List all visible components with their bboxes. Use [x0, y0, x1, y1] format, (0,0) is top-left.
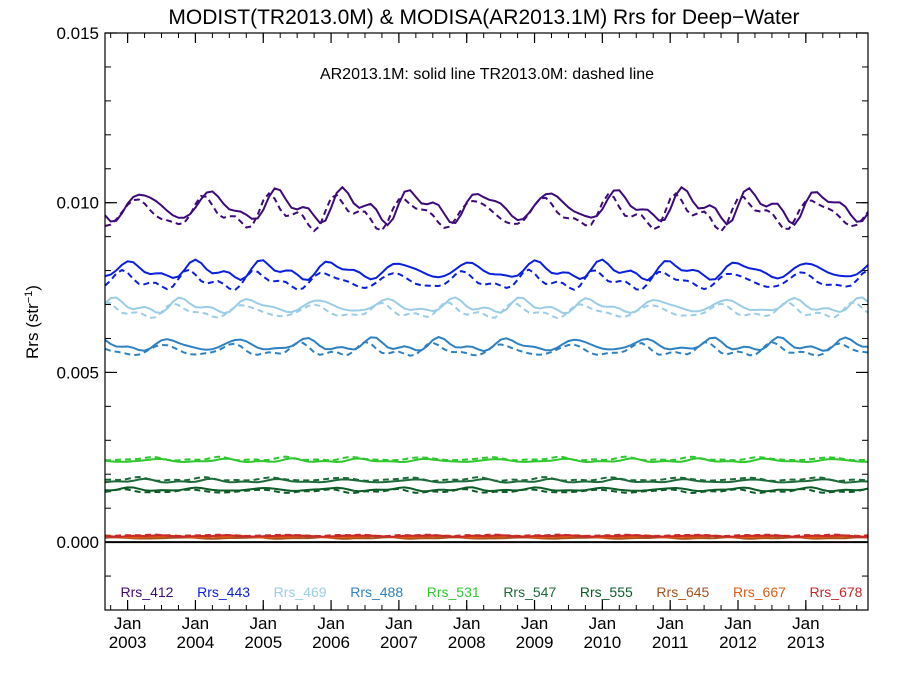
legend-item-rrs-488: Rrs_488 [350, 584, 403, 600]
legend-item-rrs-645: Rrs_645 [656, 584, 709, 600]
x-tick-label-year: 2012 [719, 633, 757, 652]
x-tick-label-month: Jan [724, 614, 751, 633]
x-tick-label-year: 2011 [652, 633, 689, 652]
legend-item-rrs-547: Rrs_547 [503, 584, 556, 600]
y-axis-label: Rrs (str−1) [23, 285, 42, 359]
x-tick-label-month: Jan [250, 614, 277, 633]
legend-item-rrs-678: Rrs_678 [810, 584, 863, 600]
legend-item-rrs-667: Rrs_667 [733, 584, 786, 600]
x-tick-label-month: Jan [182, 614, 209, 633]
series-line-rrs-469-dashed [104, 301, 869, 320]
series-line-rrs-412-solid [104, 185, 869, 227]
x-tick-label-year: 2006 [312, 633, 350, 652]
legend-item-rrs-555: Rrs_555 [580, 584, 633, 600]
series-line-rrs-531-dashed [104, 455, 869, 462]
x-tick-label-year: 2003 [109, 633, 147, 652]
series-line-rrs-555-solid [104, 486, 869, 493]
x-tick-label-year: 2008 [448, 633, 486, 652]
series-line-rrs-469-solid [104, 296, 869, 315]
series-line-rrs-443-dashed [104, 268, 869, 292]
legend-item-rrs-531: Rrs_531 [427, 584, 480, 600]
axes-group: 0.0000.0050.0100.015Jan2003Jan2004Jan200… [56, 24, 869, 652]
x-tick-label-month: Jan [114, 614, 141, 633]
legend-item-rrs-443: Rrs_443 [197, 584, 250, 600]
x-tick-label-year: 2009 [516, 633, 554, 652]
plot-frame [104, 32, 869, 611]
series-line-rrs-412-dashed [104, 191, 869, 233]
x-tick-label-year: 2010 [583, 633, 621, 652]
x-tick-label-month: Jan [589, 614, 616, 633]
legend: Rrs_412 Rrs_443 Rrs_469 Rrs_488 Rrs_531 Rrs_5… [121, 584, 863, 600]
y-axis-label-main: Rrs (str [23, 303, 42, 359]
x-tick-label-month: Jan [792, 614, 819, 633]
series-line-rrs-531-solid [104, 457, 869, 464]
series-line-rrs-443-solid [104, 258, 869, 282]
y-tick-label: 0.005 [56, 363, 99, 382]
series-line-rrs-488-dashed [104, 340, 869, 357]
x-tick-label-year: 2013 [787, 633, 825, 652]
series-line-rrs-678-dashed [104, 533, 869, 538]
legend-item-rrs-412: Rrs_412 [121, 584, 174, 600]
x-tick-label-year: 2007 [380, 633, 418, 652]
chart-title: MODIST(TR2013.0M) & MODISA(AR2013.1M) Rr… [168, 6, 799, 29]
x-tick-label-month: Jan [317, 614, 344, 633]
series-line-rrs-678-solid [104, 534, 869, 538]
series-line-rrs-488-solid [104, 335, 869, 353]
x-tick-label-year: 2005 [244, 633, 282, 652]
y-tick-label: 0.015 [56, 24, 99, 43]
y-axis-label-sup: −1 [23, 291, 35, 304]
y-tick-label: 0.010 [56, 194, 99, 213]
series-line-rrs-547-dashed [104, 475, 869, 483]
x-tick-label-month: Jan [385, 614, 412, 633]
x-tick-label-month: Jan [656, 614, 683, 633]
legend-item-rrs-469: Rrs_469 [274, 584, 327, 600]
series-line-rrs-555-dashed [104, 487, 869, 495]
y-tick-label: 0.000 [56, 533, 99, 552]
series-line-rrs-645-dashed [105, 535, 869, 540]
series-group [104, 185, 869, 540]
x-tick-label-month: Jan [521, 614, 548, 633]
x-tick-label-year: 2004 [177, 633, 215, 652]
line-style-note: AR2013.1M: solid line TR2013.0M: dashed … [320, 66, 654, 83]
y-axis-label-end: ) [23, 285, 42, 291]
x-tick-label-month: Jan [453, 614, 480, 633]
